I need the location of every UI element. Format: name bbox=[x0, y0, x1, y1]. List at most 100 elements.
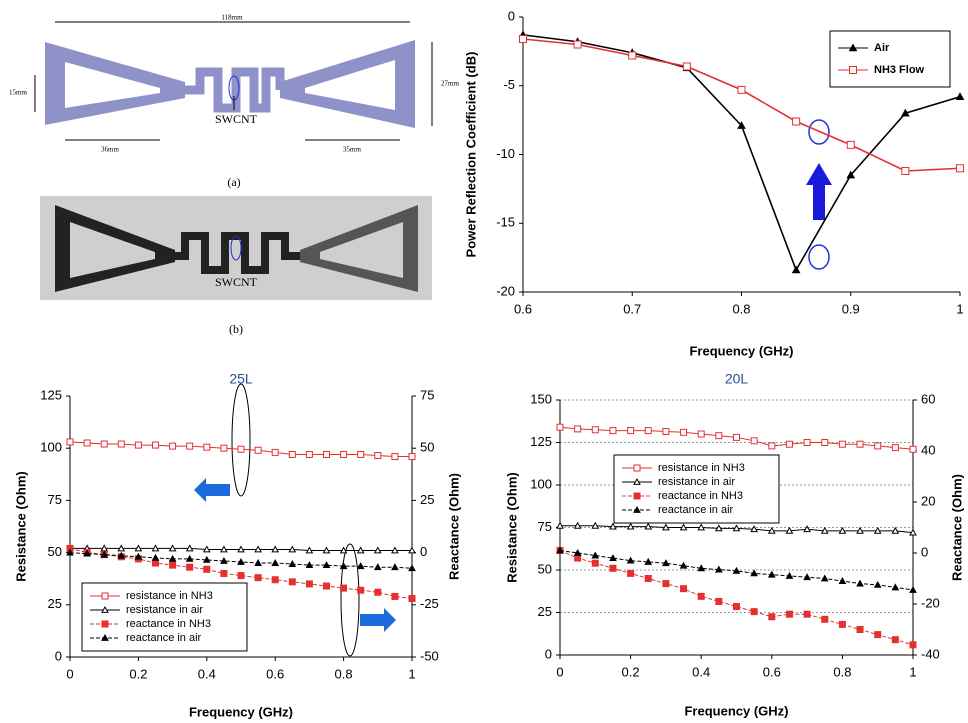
marker bbox=[909, 528, 917, 536]
y2-tick-label: 40 bbox=[921, 442, 935, 457]
marker bbox=[83, 439, 91, 447]
annotations bbox=[194, 119, 832, 657]
marker bbox=[891, 444, 899, 452]
y2-tick-label: -20 bbox=[921, 595, 940, 610]
marker bbox=[627, 427, 635, 435]
marker bbox=[271, 559, 280, 566]
marker bbox=[803, 439, 811, 446]
marker bbox=[357, 450, 365, 458]
x-tick-label: 0.6 bbox=[514, 301, 532, 316]
y-tick-label: 150 bbox=[530, 391, 552, 406]
legend-marker bbox=[848, 43, 858, 52]
annotation-ellipse bbox=[808, 244, 830, 270]
x-tick-label: 1 bbox=[408, 666, 415, 681]
marker bbox=[591, 551, 600, 559]
marker bbox=[901, 108, 910, 117]
marker bbox=[323, 582, 330, 590]
marker bbox=[820, 526, 829, 534]
marker bbox=[750, 525, 758, 533]
marker bbox=[202, 555, 211, 563]
dimension: 27mm bbox=[441, 80, 459, 88]
legend-box bbox=[81, 582, 248, 652]
marker bbox=[220, 569, 228, 577]
marker bbox=[891, 583, 900, 591]
marker bbox=[803, 610, 811, 618]
marker bbox=[591, 426, 599, 434]
x-tick-label: 0.9 bbox=[842, 301, 860, 316]
x-axis-label: Frequency (GHz) bbox=[189, 704, 293, 719]
marker bbox=[66, 438, 74, 446]
marker bbox=[339, 562, 348, 570]
marker bbox=[715, 565, 723, 573]
y-tick-label: 25 bbox=[48, 596, 62, 611]
marker bbox=[767, 570, 776, 578]
legend-marker bbox=[101, 620, 109, 628]
x-axis-label: Frequency (GHz) bbox=[689, 343, 793, 358]
y2-tick-label: 75 bbox=[420, 387, 434, 402]
marker bbox=[254, 446, 262, 454]
marker bbox=[288, 560, 297, 567]
marker bbox=[909, 641, 917, 649]
marker bbox=[305, 580, 313, 588]
y2-tick-label: -40 bbox=[921, 646, 940, 661]
y2-tick-label: 0 bbox=[420, 544, 427, 559]
y-tick-label: 75 bbox=[538, 519, 552, 534]
marker bbox=[715, 524, 723, 532]
marker bbox=[644, 557, 653, 565]
y-tick-label: 100 bbox=[530, 476, 552, 491]
marker bbox=[680, 585, 688, 593]
legend-label: reactance in air bbox=[658, 504, 734, 516]
marker bbox=[767, 526, 776, 534]
marker bbox=[237, 572, 245, 580]
y-axis-label: Resistance (Ohm) bbox=[504, 472, 519, 583]
marker bbox=[134, 544, 143, 552]
marker bbox=[662, 580, 670, 588]
x-tick-label: 0.6 bbox=[266, 666, 284, 681]
marker bbox=[168, 544, 177, 552]
series-line bbox=[69, 547, 413, 600]
y2-axis-label: Reactance (Ohm) bbox=[446, 473, 461, 580]
marker bbox=[768, 442, 776, 450]
x-tick-label: 0 bbox=[66, 666, 73, 681]
marker bbox=[891, 526, 900, 534]
caption: (b) bbox=[229, 322, 243, 336]
marker bbox=[373, 546, 382, 554]
x-tick-label: 0.4 bbox=[198, 666, 216, 681]
dimension: 36mm bbox=[101, 146, 119, 154]
annotation-arrow bbox=[806, 163, 832, 220]
marker bbox=[391, 563, 399, 571]
marker bbox=[340, 450, 348, 458]
marker bbox=[856, 526, 864, 534]
marker bbox=[680, 428, 688, 436]
marker bbox=[838, 440, 846, 448]
x-axis-label: Frequency (GHz) bbox=[684, 703, 788, 718]
annotation-arrow bbox=[194, 478, 230, 502]
marker bbox=[356, 562, 365, 570]
marker bbox=[271, 576, 279, 584]
annotation-ellipse bbox=[231, 383, 251, 497]
marker bbox=[556, 521, 564, 529]
legend-label: resistance in air bbox=[658, 476, 735, 488]
x-tick-label: 0.2 bbox=[622, 664, 640, 679]
antenna-slot bbox=[305, 60, 395, 110]
y2-tick-label: 25 bbox=[420, 492, 434, 507]
marker bbox=[305, 546, 314, 554]
marker bbox=[339, 546, 348, 554]
y2-tick-label: 0 bbox=[921, 544, 928, 559]
marker bbox=[609, 427, 617, 435]
marker bbox=[374, 452, 382, 460]
marker bbox=[408, 546, 416, 554]
x-tick-label: 0.8 bbox=[732, 301, 750, 316]
marker bbox=[768, 613, 776, 621]
marker bbox=[591, 521, 600, 529]
marker bbox=[820, 574, 829, 582]
marker bbox=[100, 440, 108, 448]
x-tick-label: 0.7 bbox=[623, 301, 641, 316]
marker bbox=[288, 450, 296, 458]
marker bbox=[519, 35, 527, 43]
marker bbox=[168, 554, 177, 562]
antenna-photo: SWCNT (b) bbox=[40, 196, 432, 336]
antenna-slot bbox=[320, 222, 403, 278]
marker bbox=[100, 550, 109, 558]
